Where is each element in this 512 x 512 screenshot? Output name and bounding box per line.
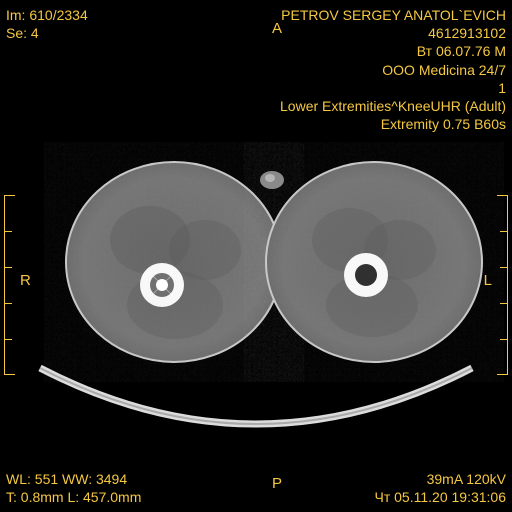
acquisition-datetime: Чт 05.11.20 19:31:06 xyxy=(375,488,506,506)
orientation-marker-left: L xyxy=(484,272,492,289)
anterior-soft-tissue xyxy=(260,171,284,189)
exposure-params: 39mA 120kV xyxy=(375,470,506,488)
intramedullary-implant xyxy=(156,279,168,291)
reconstruction-kernel: Extremity 0.75 B60s xyxy=(280,115,506,133)
institution-name: OOO Medicina 24/7 xyxy=(280,61,506,79)
patient-name: PETROV SERGEY ANATOL`EVICH xyxy=(280,6,506,24)
overlay-top-left: Im: 610/2334 Se: 4 xyxy=(6,6,88,42)
orientation-marker-right: R xyxy=(20,272,31,289)
right-femur-cortex xyxy=(140,263,184,307)
series-number: Se: 4 xyxy=(6,24,88,42)
protocol-name: Lower Extremities^KneeUHR (Adult) xyxy=(280,97,506,115)
scale-ruler-left xyxy=(4,195,16,375)
slice-thickness-location: T: 0.8mm L: 457.0mm xyxy=(6,488,141,506)
overlay-bottom-right: 39mA 120kV Чт 05.11.20 19:31:06 xyxy=(375,470,506,506)
overlay-top-right: PETROV SERGEY ANATOL`EVICH 4612913102 Вт… xyxy=(280,6,506,133)
patient-id: 4612913102 xyxy=(280,24,506,42)
scale-ruler-right xyxy=(496,195,508,375)
overlay-bottom-left: WL: 551 WW: 3494 T: 0.8mm L: 457.0mm xyxy=(6,470,141,506)
left-leg-cross-section xyxy=(266,162,482,362)
orientation-marker-posterior: P xyxy=(272,475,282,492)
window-level: WL: 551 WW: 3494 xyxy=(6,470,141,488)
image-index: Im: 610/2334 xyxy=(6,6,88,24)
right-leg-cross-section xyxy=(66,162,282,362)
patient-dob: Вт 06.07.76 M xyxy=(280,42,506,60)
series-index: 1 xyxy=(280,79,506,97)
scanner-table-arc xyxy=(40,368,472,424)
left-femur-cortex xyxy=(344,253,388,297)
